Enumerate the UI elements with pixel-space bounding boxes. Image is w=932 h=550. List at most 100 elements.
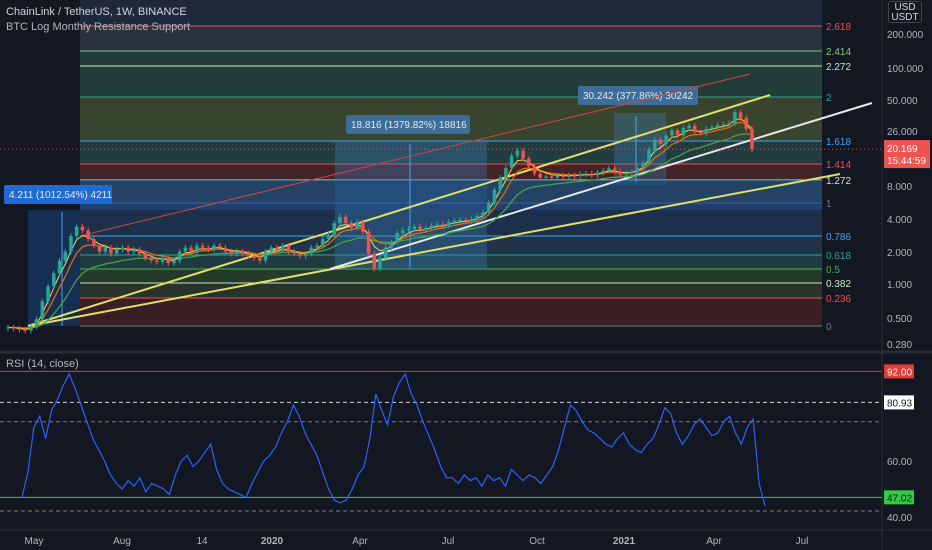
candle-body xyxy=(17,328,22,330)
price-axis-tick: 2.000 xyxy=(887,248,912,259)
candle-body xyxy=(206,247,211,250)
candle-body xyxy=(687,125,691,129)
candle-body xyxy=(326,234,331,239)
rsi-legend[interactable]: RSI (14, close) xyxy=(6,358,79,370)
candle-body xyxy=(275,247,279,250)
candle-body xyxy=(635,168,640,173)
candle-body xyxy=(343,216,348,224)
candle-body xyxy=(286,245,291,252)
candle-body xyxy=(103,247,108,252)
candle-body xyxy=(120,247,125,250)
candle-body xyxy=(584,173,588,175)
candle-body xyxy=(63,251,68,261)
currency-top-label: USD xyxy=(894,2,916,13)
candle-body xyxy=(561,175,565,177)
candle-body xyxy=(315,245,319,248)
candle-body xyxy=(217,245,222,248)
fib-band xyxy=(80,26,822,51)
candle-body xyxy=(601,170,605,173)
price-axis-tick: 50.000 xyxy=(887,96,918,107)
measure-box xyxy=(28,210,80,326)
trendline-white xyxy=(329,102,873,270)
candle-body xyxy=(738,112,743,119)
time-axis-tick: Aug xyxy=(113,536,131,547)
candle-body xyxy=(166,258,171,264)
candle-body xyxy=(555,175,560,178)
candle-body xyxy=(498,177,502,190)
candle-body xyxy=(532,166,537,174)
candle-body xyxy=(309,247,314,254)
candle-body xyxy=(515,150,520,156)
candle-body xyxy=(406,229,411,231)
price-axis-tick: 1.000 xyxy=(887,280,912,291)
candle-body xyxy=(435,224,440,226)
candle-body xyxy=(475,215,480,219)
candle-body xyxy=(664,135,668,144)
fib-level-label: 2.618 xyxy=(826,22,851,33)
rsi-axis-box xyxy=(884,395,914,410)
price-axis-tick: 8.000 xyxy=(887,182,912,193)
fib-band xyxy=(80,51,822,66)
candle-body xyxy=(486,202,491,213)
candle-body xyxy=(452,220,457,223)
price-axis-tick: 0.500 xyxy=(887,314,912,325)
candle-body xyxy=(675,130,680,136)
fib-band xyxy=(80,0,822,26)
measure-label: 18.816 (1379.82%) 18816 xyxy=(351,120,467,131)
candle-body xyxy=(57,260,62,274)
candle-body xyxy=(366,231,371,254)
measure-label-box xyxy=(346,115,470,134)
price-axis-tick: 0.280 xyxy=(887,340,912,351)
candle-body xyxy=(727,123,731,125)
candle-body xyxy=(195,245,199,252)
candle-body xyxy=(383,247,388,259)
candle-body xyxy=(578,174,583,177)
candle-body xyxy=(269,247,274,252)
candle-body xyxy=(567,175,571,177)
candle-body xyxy=(172,260,176,264)
candle-body xyxy=(544,176,548,178)
candle-body xyxy=(618,171,623,175)
fib-level-label: 1.618 xyxy=(826,137,851,148)
candle-body xyxy=(424,227,428,231)
candle-body xyxy=(52,273,56,287)
candle-body xyxy=(6,327,10,329)
candle-body xyxy=(160,258,165,262)
candle-body xyxy=(349,223,354,228)
candle-body xyxy=(647,149,651,164)
symbol-title[interactable]: ChainLink / TetherUS, 1W, BINANCE xyxy=(6,6,187,18)
fib-level-label: 2.272 xyxy=(826,62,851,73)
price-axis-tick: 4.000 xyxy=(887,215,912,226)
candle-body xyxy=(681,128,686,136)
price-axis-tick: 26.000 xyxy=(887,127,918,138)
candle-body xyxy=(11,327,16,329)
candle-body xyxy=(492,189,497,203)
rsi-line xyxy=(21,372,766,506)
candle-body xyxy=(481,212,485,216)
candle-body xyxy=(40,301,45,320)
last-price-box xyxy=(884,140,930,169)
candle-body xyxy=(612,168,617,172)
rsi-axis-tick: 47.02 xyxy=(887,493,912,504)
fib-level-label: 0.786 xyxy=(826,232,851,243)
candle-body xyxy=(549,176,554,178)
candle-body xyxy=(109,247,113,254)
candle-body xyxy=(183,247,188,252)
candle-body xyxy=(401,230,405,234)
price-axis-tick: 100.000 xyxy=(887,64,924,75)
candle-body xyxy=(750,128,754,150)
candle-body xyxy=(715,125,720,128)
candle-body xyxy=(97,245,102,252)
candle-body xyxy=(607,168,611,171)
currency-button[interactable]: USD USDT xyxy=(888,1,922,23)
time-axis-tick: 14 xyxy=(196,536,208,547)
trendline-red xyxy=(79,73,751,237)
candle-body xyxy=(355,222,359,228)
candle-body xyxy=(46,286,50,302)
candle-body xyxy=(189,247,193,252)
ma-fast-line xyxy=(7,118,753,330)
fib-level-label: 0.382 xyxy=(826,279,851,290)
indicator-legend[interactable]: BTC Log Monthly Resistance Support xyxy=(6,21,191,33)
candle-body xyxy=(521,150,525,159)
